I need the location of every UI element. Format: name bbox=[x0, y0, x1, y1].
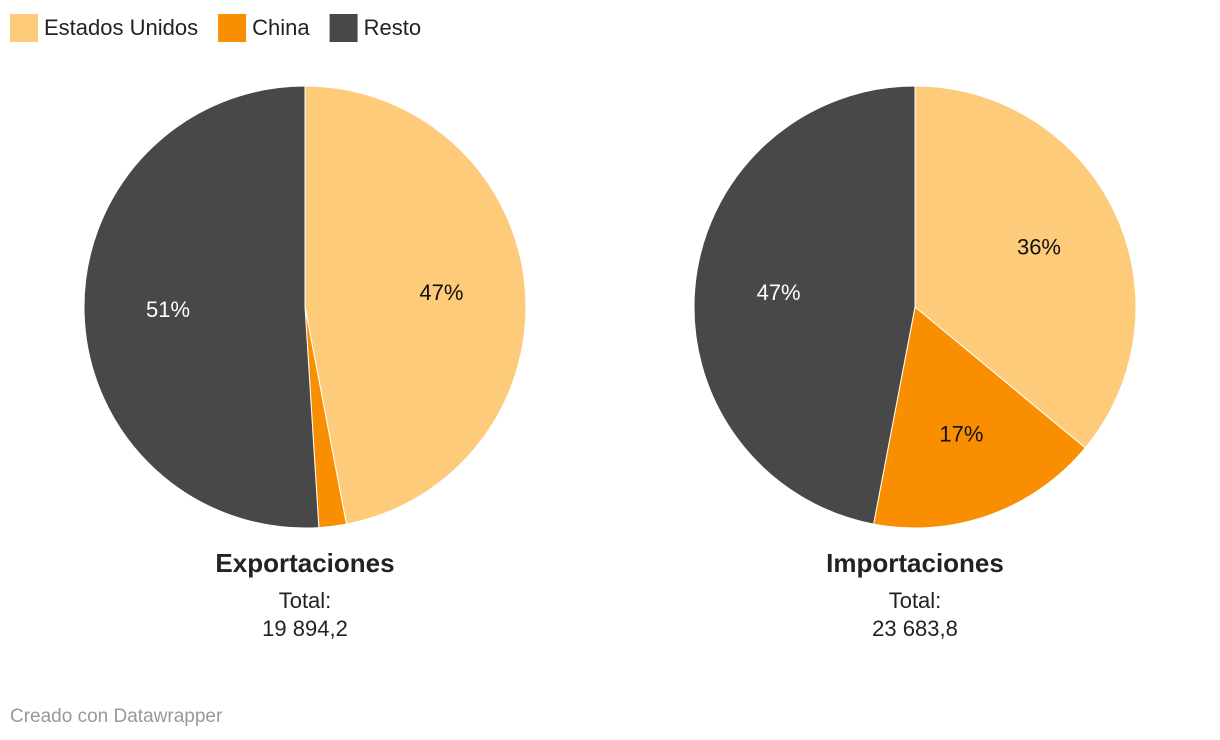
legend-label: Estados Unidos bbox=[44, 15, 198, 40]
legend-label: Resto bbox=[364, 15, 421, 40]
pie-slice bbox=[693, 85, 916, 525]
legend-swatch bbox=[329, 14, 358, 42]
pie-slice bbox=[304, 85, 527, 525]
pie-slice bbox=[914, 85, 1137, 449]
value-label: 17% bbox=[939, 422, 983, 447]
pie-subtitle: Total: bbox=[279, 588, 332, 613]
pie-total: 23 683,8 bbox=[872, 616, 958, 641]
pie-subtitle: Total: bbox=[889, 588, 942, 613]
legend-swatch bbox=[10, 14, 38, 42]
legend-label: China bbox=[252, 15, 310, 40]
value-label: 47% bbox=[419, 280, 463, 305]
pie-slice bbox=[83, 85, 320, 529]
value-label: 47% bbox=[757, 280, 801, 305]
value-label: 36% bbox=[1017, 234, 1061, 259]
legend-swatch bbox=[218, 14, 247, 42]
pie-title: Exportaciones bbox=[215, 548, 394, 578]
pie-title: Importaciones bbox=[826, 548, 1004, 578]
pie-total: 19 894,2 bbox=[262, 616, 348, 641]
value-label: 51% bbox=[146, 297, 190, 322]
footer: Creado con Datawrapper bbox=[10, 706, 223, 727]
pie-slice bbox=[873, 306, 1086, 529]
